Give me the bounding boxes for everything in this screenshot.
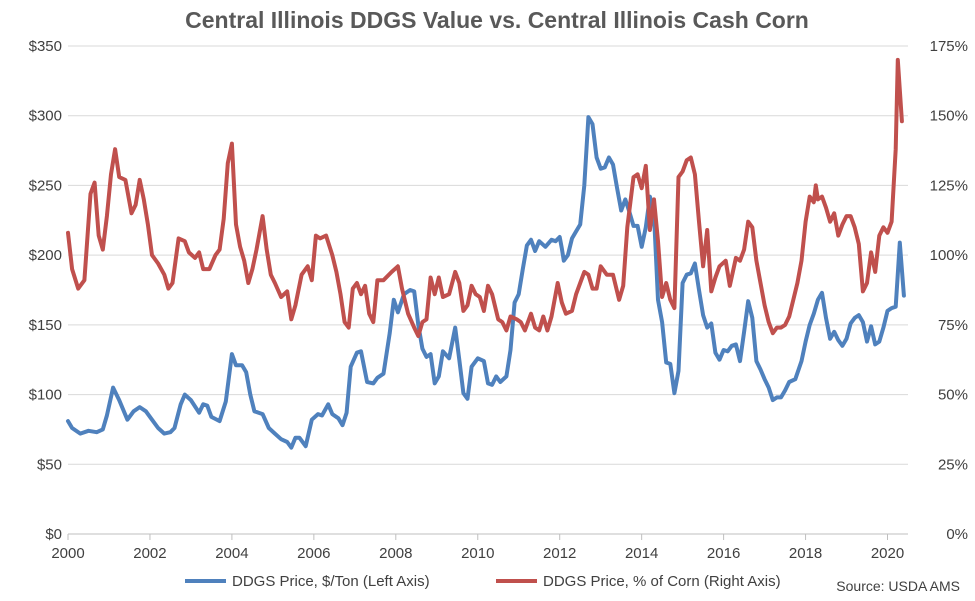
right-tick-label: 125%	[930, 177, 968, 194]
left-tick-label: $150	[29, 317, 62, 334]
legend-label-ddgs-price: DDGS Price, $/Ton (Left Axis)	[232, 573, 430, 590]
x-tick-label: 2020	[871, 545, 904, 562]
legend: DDGS Price, $/Ton (Left Axis) DDGS Price…	[185, 573, 781, 590]
x-tick-label: 2018	[789, 545, 822, 562]
right-tick-label: 0%	[946, 526, 968, 543]
left-tick-label: $250	[29, 177, 62, 194]
x-tick-label: 2010	[461, 545, 494, 562]
chart-title: Central Illinois DDGS Value vs. Central …	[185, 7, 809, 33]
right-axis-ticks: 0% 25% 50% 75% 100% 125% 150% 175%	[930, 38, 968, 543]
right-tick-label: 50%	[938, 387, 968, 404]
source-note: Source: USDA AMS	[836, 578, 960, 594]
series-line-ddgs-price	[66, 115, 906, 450]
x-tick-label: 2006	[297, 545, 330, 562]
left-tick-label: $200	[29, 247, 62, 264]
x-tick-label: 2002	[133, 545, 166, 562]
x-tick-label: 2000	[51, 545, 84, 562]
left-tick-label: $300	[29, 108, 62, 125]
x-axis-ticks: 2000 2002 2004 2006 2008 2010 2012 2014 2016 2018…	[51, 534, 904, 562]
gridlines	[68, 45, 908, 535]
x-tick-label: 2004	[215, 545, 248, 562]
left-tick-label: $100	[29, 387, 62, 404]
series-lines	[66, 57, 906, 450]
x-tick-label: 2012	[543, 545, 576, 562]
right-tick-label: 100%	[930, 247, 968, 264]
left-tick-label: $350	[29, 38, 62, 55]
legend-label-ddgs-pct-corn: DDGS Price, % of Corn (Right Axis)	[543, 573, 781, 590]
right-tick-label: 25%	[938, 456, 968, 473]
x-tick-label: 2014	[625, 545, 658, 562]
x-tick-label: 2008	[379, 545, 412, 562]
right-tick-label: 150%	[930, 108, 968, 125]
left-axis-ticks: $0 $50 $100 $150 $200 $250 $300 $350	[29, 38, 62, 543]
right-tick-label: 75%	[938, 317, 968, 334]
left-tick-label: $50	[37, 456, 62, 473]
right-tick-label: 175%	[930, 38, 968, 55]
series-line-ddgs-pct-corn	[66, 57, 904, 338]
x-tick-label: 2016	[707, 545, 740, 562]
left-tick-label: $0	[45, 526, 62, 543]
